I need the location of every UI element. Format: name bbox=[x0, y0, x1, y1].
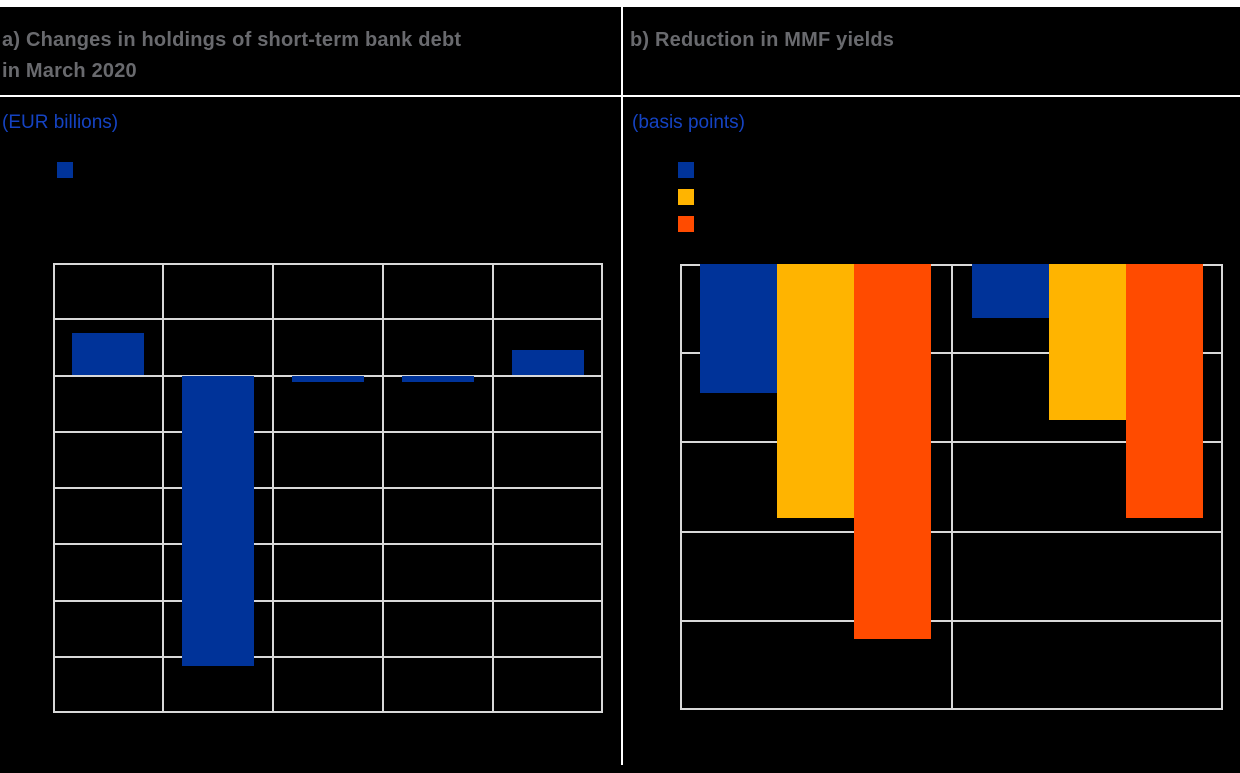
legend-swatch-blue bbox=[678, 162, 694, 178]
panel-b-legend bbox=[678, 162, 702, 243]
gridline-horizontal bbox=[53, 711, 603, 713]
gridline-horizontal bbox=[53, 600, 603, 602]
gridline-horizontal bbox=[53, 263, 603, 265]
legend-swatch-orange bbox=[678, 216, 694, 232]
panel-b-unit-label: (basis points) bbox=[632, 112, 745, 133]
panel-b-title: b) Reduction in MMF yields bbox=[630, 29, 895, 51]
bar-blue bbox=[72, 333, 144, 375]
legend-swatch-blue bbox=[57, 162, 73, 178]
bar-orange bbox=[1126, 264, 1203, 518]
gridline-vertical bbox=[162, 263, 164, 713]
bar-orange bbox=[854, 264, 931, 639]
panel-a-unit-label: (EUR billions) bbox=[2, 112, 119, 133]
bar-blue bbox=[700, 264, 777, 393]
panel-divider bbox=[621, 7, 623, 765]
legend-swatch-yellow bbox=[678, 189, 694, 205]
gridline-horizontal bbox=[53, 543, 603, 545]
top-border bbox=[0, 0, 1240, 7]
bar-yellow bbox=[1049, 264, 1126, 420]
gridline-horizontal bbox=[53, 487, 603, 489]
bar-blue bbox=[292, 376, 364, 382]
gridline-vertical bbox=[680, 264, 682, 710]
panel-a-chart bbox=[53, 263, 603, 713]
title-separator-line bbox=[0, 95, 1240, 97]
bar-blue bbox=[182, 376, 254, 666]
gridline-vertical bbox=[601, 263, 603, 713]
bar-blue bbox=[972, 264, 1049, 318]
gridline-vertical bbox=[272, 263, 274, 713]
gridline-horizontal bbox=[53, 656, 603, 658]
bar-blue bbox=[402, 376, 474, 382]
panel-b-chart bbox=[680, 264, 1223, 710]
gridline-vertical bbox=[951, 264, 953, 710]
bar-yellow bbox=[777, 264, 854, 518]
gridline-vertical bbox=[53, 263, 55, 713]
gridline-vertical bbox=[1221, 264, 1223, 710]
legend-item bbox=[678, 189, 702, 205]
legend-item bbox=[678, 216, 702, 232]
gridline-horizontal bbox=[53, 431, 603, 433]
panel-a-title: a) Changes in holdings of short-term ban… bbox=[2, 29, 462, 82]
gridline-vertical bbox=[382, 263, 384, 713]
legend-item bbox=[678, 162, 702, 178]
gridline-horizontal bbox=[53, 318, 603, 320]
legend-item bbox=[57, 162, 81, 178]
panel-a-legend bbox=[57, 162, 81, 189]
gridline-vertical bbox=[492, 263, 494, 713]
bar-blue bbox=[512, 350, 584, 375]
